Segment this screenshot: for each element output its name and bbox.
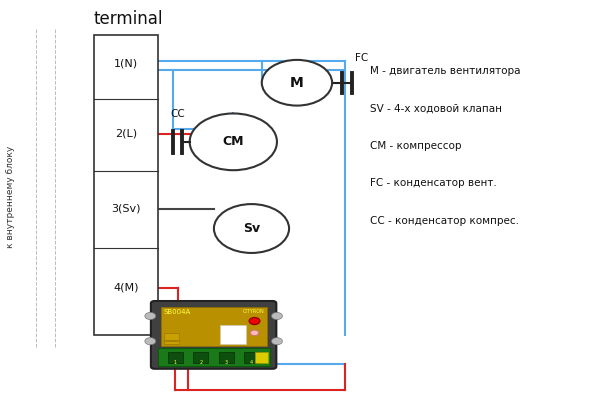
Circle shape: [271, 312, 282, 320]
Circle shape: [249, 318, 260, 325]
Text: CC: CC: [170, 109, 185, 119]
Text: M: M: [290, 76, 304, 90]
FancyBboxPatch shape: [94, 35, 158, 335]
Text: terminal: terminal: [94, 10, 164, 28]
Circle shape: [250, 330, 259, 336]
Text: 1(N): 1(N): [114, 58, 138, 68]
Circle shape: [190, 113, 277, 170]
FancyBboxPatch shape: [158, 348, 270, 366]
FancyBboxPatch shape: [164, 333, 179, 340]
FancyBboxPatch shape: [244, 352, 259, 362]
Text: FC - конденсатор вент.: FC - конденсатор вент.: [370, 178, 496, 188]
Text: к внутреннему блоку: к внутреннему блоку: [7, 146, 15, 248]
Circle shape: [271, 338, 282, 345]
FancyBboxPatch shape: [255, 352, 268, 362]
Text: 1: 1: [174, 360, 177, 365]
Text: CM - компрессор: CM - компрессор: [370, 141, 461, 151]
Circle shape: [262, 60, 332, 106]
FancyBboxPatch shape: [168, 352, 183, 362]
Text: CITYRON: CITYRON: [242, 309, 264, 314]
Text: SB004A: SB004A: [163, 309, 190, 315]
FancyBboxPatch shape: [193, 352, 208, 362]
Text: 3: 3: [225, 360, 228, 365]
FancyBboxPatch shape: [161, 307, 267, 346]
Text: 2: 2: [199, 360, 202, 365]
Text: SV - 4-х ходовой клапан: SV - 4-х ходовой клапан: [370, 103, 502, 113]
Text: CC - конденсатор компрес.: CC - конденсатор компрес.: [370, 216, 519, 226]
Text: 4(M): 4(M): [113, 282, 139, 293]
FancyBboxPatch shape: [151, 301, 276, 369]
Circle shape: [145, 338, 156, 345]
Text: M - двигатель вентилятора: M - двигатель вентилятора: [370, 66, 520, 76]
FancyBboxPatch shape: [164, 341, 179, 344]
Circle shape: [214, 204, 289, 253]
Text: 2(L): 2(L): [115, 129, 137, 139]
FancyBboxPatch shape: [219, 352, 234, 362]
Text: CM: CM: [222, 136, 244, 148]
Circle shape: [145, 312, 156, 320]
Text: Sv: Sv: [243, 222, 260, 235]
Text: 3(Sv): 3(Sv): [111, 204, 141, 214]
FancyBboxPatch shape: [219, 325, 245, 344]
Text: FC: FC: [355, 53, 368, 63]
Text: 4: 4: [250, 360, 253, 365]
